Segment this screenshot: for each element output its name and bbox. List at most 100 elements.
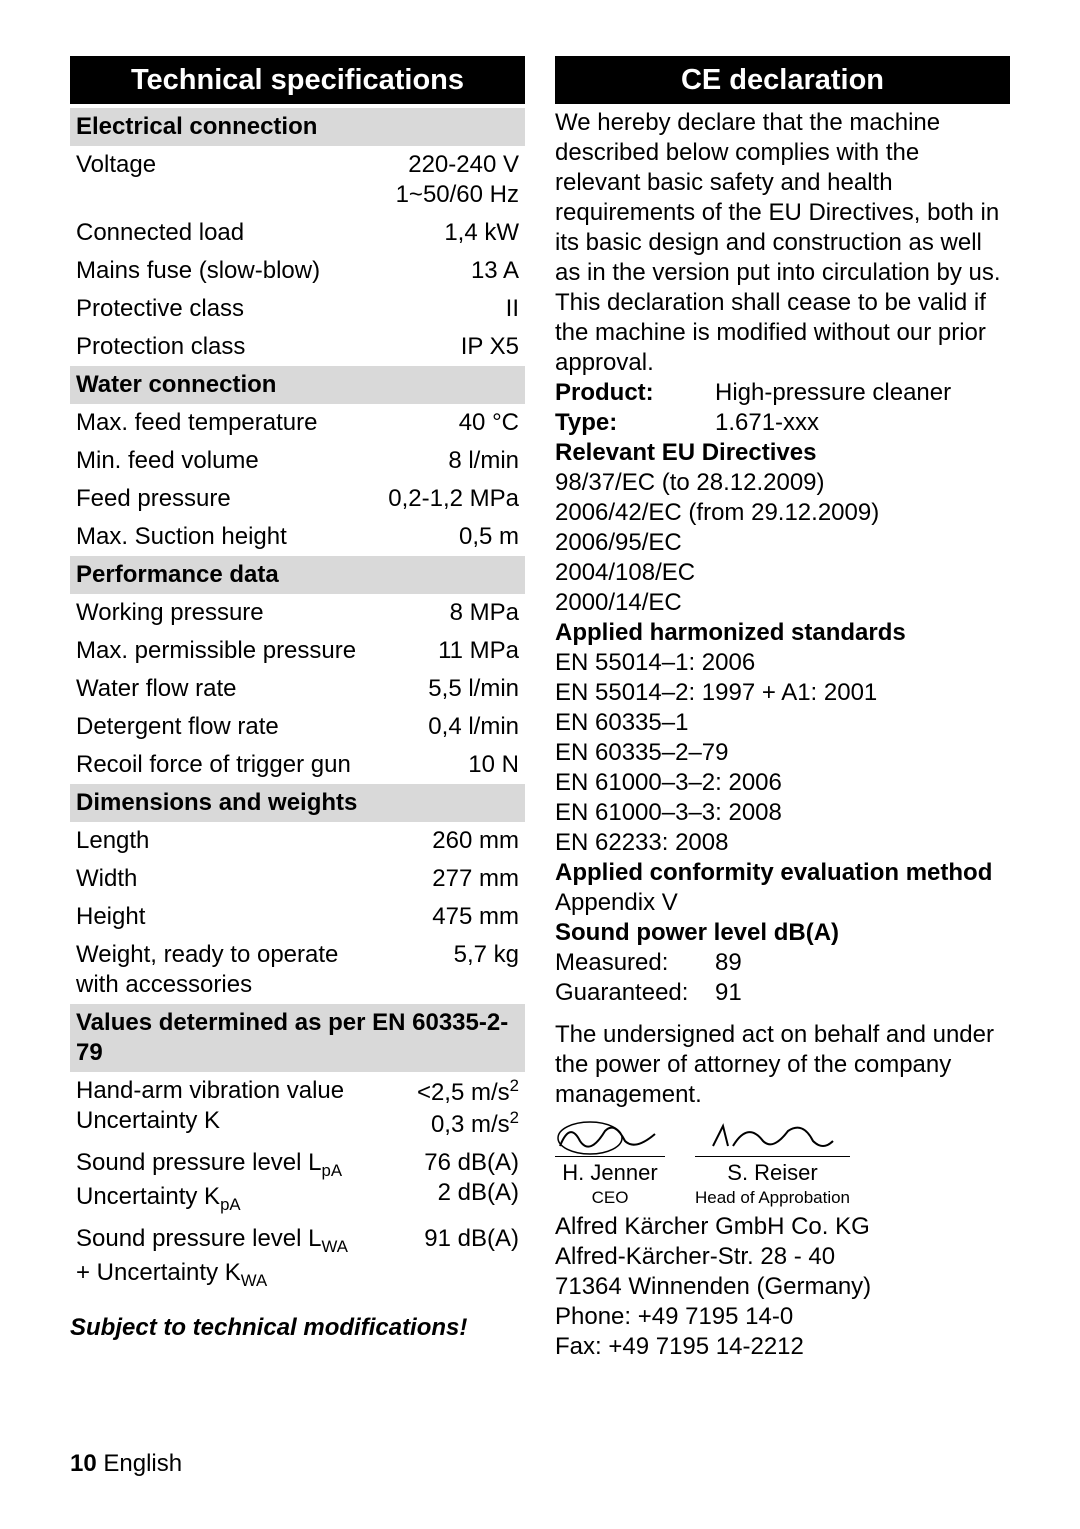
sound-label: Sound power level dB(A) <box>555 918 1010 948</box>
spec-label: Max. Suction height <box>70 518 382 556</box>
sound-measured-label: Measured: <box>555 948 715 978</box>
list-item: EN 55014–1: 2006 <box>555 648 1010 678</box>
spec-value: II <box>382 290 525 328</box>
spec-label: Weight, ready to operate with accessorie… <box>70 936 382 1004</box>
spec-row: Hand-arm vibration valueUncertainty K<2,… <box>70 1072 525 1144</box>
spec-value: 475 mm <box>382 898 525 936</box>
list-item: 2006/95/EC <box>555 528 1010 558</box>
spec-label: Feed pressure <box>70 480 382 518</box>
spec-group-header: Performance data <box>70 556 525 594</box>
spec-group-header: Values determined as per EN 60335-2-79 <box>70 1004 525 1072</box>
spec-value: 13 A <box>382 252 525 290</box>
tech-spec-title: Technical specifications <box>70 56 525 104</box>
spec-label: Sound pressure level LWA+ Uncertainty KW… <box>70 1220 382 1296</box>
ce-title: CE declaration <box>555 56 1010 104</box>
sig2-role: Head of Approbation <box>695 1187 850 1208</box>
spec-label: Voltage <box>70 146 382 214</box>
spec-value: 260 mm <box>382 822 525 860</box>
spec-value: 0,5 m <box>382 518 525 556</box>
spec-row: Protection classIP X5 <box>70 328 525 366</box>
spec-row: Width277 mm <box>70 860 525 898</box>
signature-2-image <box>708 1116 838 1156</box>
spec-label: Protective class <box>70 290 382 328</box>
spec-label: Hand-arm vibration valueUncertainty K <box>70 1072 382 1144</box>
list-item: Phone: +49 7195 14-0 <box>555 1302 1010 1332</box>
spec-row: Water flow rate5,5 l/min <box>70 670 525 708</box>
spec-label: Sound pressure level LpAUncertainty KpA <box>70 1144 382 1220</box>
sound-measured-row: Measured: 89 <box>555 948 1010 978</box>
modifications-note: Subject to technical modifications! <box>70 1313 525 1343</box>
spec-value: 220-240 V1~50/60 Hz <box>382 146 525 214</box>
spec-row: Max. permissible pressure11 MPa <box>70 632 525 670</box>
spec-row: Sound pressure level LWA+ Uncertainty KW… <box>70 1220 525 1296</box>
list-item: EN 60335–2–79 <box>555 738 1010 768</box>
page-lang: English <box>103 1450 182 1477</box>
product-value: High-pressure cleaner <box>715 378 1010 408</box>
list-item: 71364 Winnenden (Germany) <box>555 1272 1010 1302</box>
conformity-label: Applied conformity evaluation method <box>555 858 1010 888</box>
spec-value: 40 °C <box>382 404 525 442</box>
list-item: EN 62233: 2008 <box>555 828 1010 858</box>
signature-row: H. Jenner CEO S. Reiser Head of Approbat… <box>555 1116 1010 1208</box>
conformity-value: Appendix V <box>555 888 1010 918</box>
spec-group-header: Dimensions and weights <box>70 784 525 822</box>
type-value: 1.671-xxx <box>715 408 1010 438</box>
spec-label: Height <box>70 898 382 936</box>
spec-row: Recoil force of trigger gun10 N <box>70 746 525 784</box>
sound-measured-value: 89 <box>715 948 1010 978</box>
company-block: Alfred Kärcher GmbH Co. KGAlfred-Kärcher… <box>555 1212 1010 1362</box>
spec-value: <2,5 m/s20,3 m/s2 <box>382 1072 525 1144</box>
product-row: Product: High-pressure cleaner <box>555 378 1010 408</box>
list-item: Alfred Kärcher GmbH Co. KG <box>555 1212 1010 1242</box>
list-item: 98/37/EC (to 28.12.2009) <box>555 468 1010 498</box>
signature-2: S. Reiser Head of Approbation <box>695 1116 850 1208</box>
spec-label: Working pressure <box>70 594 382 632</box>
list-item: 2004/108/EC <box>555 558 1010 588</box>
page-number: 10 <box>70 1450 97 1477</box>
spec-value: 0,4 l/min <box>382 708 525 746</box>
list-item: EN 55014–2: 1997 + A1: 2001 <box>555 678 1010 708</box>
list-item: Alfred-Kärcher-Str. 28 - 40 <box>555 1242 1010 1272</box>
spec-group-header: Electrical connection <box>70 108 525 146</box>
spec-row: Detergent flow rate0,4 l/min <box>70 708 525 746</box>
spec-row: Voltage220-240 V1~50/60 Hz <box>70 146 525 214</box>
spec-row: Protective classII <box>70 290 525 328</box>
spec-value: 11 MPa <box>382 632 525 670</box>
sound-guaranteed-row: Guaranteed: 91 <box>555 978 1010 1008</box>
spec-row: Feed pressure0,2-1,2 MPa <box>70 480 525 518</box>
spec-value: 5,5 l/min <box>382 670 525 708</box>
spec-label: Max. feed temperature <box>70 404 382 442</box>
spec-value: IP X5 <box>382 328 525 366</box>
directives-label: Relevant EU Directives <box>555 438 1010 468</box>
sound-guaranteed-label: Guaranteed: <box>555 978 715 1008</box>
product-label: Product: <box>555 378 715 408</box>
type-label: Type: <box>555 408 715 438</box>
spec-value: 10 N <box>382 746 525 784</box>
spec-value: 8 l/min <box>382 442 525 480</box>
left-column: Technical specifications Electrical conn… <box>70 56 525 1362</box>
sig2-name: S. Reiser <box>695 1156 850 1187</box>
spec-value: 76 dB(A)2 dB(A) <box>382 1144 525 1220</box>
spec-label: Protection class <box>70 328 382 366</box>
signature-1: H. Jenner CEO <box>555 1116 665 1208</box>
sound-guaranteed-value: 91 <box>715 978 1010 1008</box>
spec-row: Connected load1,4 kW <box>70 214 525 252</box>
standards-label: Applied harmonized standards <box>555 618 1010 648</box>
list-item: Fax: +49 7195 14-2212 <box>555 1332 1010 1362</box>
spec-label: Mains fuse (slow-blow) <box>70 252 382 290</box>
spec-row: Weight, ready to operate with accessorie… <box>70 936 525 1004</box>
attorney-text: The undersigned act on behalf and under … <box>555 1020 1010 1110</box>
spec-row: Length260 mm <box>70 822 525 860</box>
list-item: EN 60335–1 <box>555 708 1010 738</box>
spec-row: Max. Suction height0,5 m <box>70 518 525 556</box>
directives-list: 98/37/EC (to 28.12.2009)2006/42/EC (from… <box>555 468 1010 618</box>
type-row: Type: 1.671-xxx <box>555 408 1010 438</box>
spec-value: 277 mm <box>382 860 525 898</box>
spec-value: 5,7 kg <box>382 936 525 1004</box>
list-item: 2006/42/EC (from 29.12.2009) <box>555 498 1010 528</box>
list-item: 2000/14/EC <box>555 588 1010 618</box>
sig1-role: CEO <box>555 1187 665 1208</box>
spec-row: Height475 mm <box>70 898 525 936</box>
page-footer: 10 English <box>70 1449 182 1479</box>
spec-row: Max. feed temperature40 °C <box>70 404 525 442</box>
